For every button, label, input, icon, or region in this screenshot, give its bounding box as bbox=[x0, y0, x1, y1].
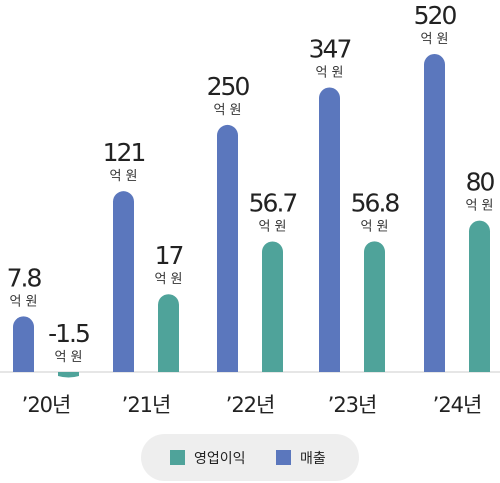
unit-label-operating-profit-0: 억 원 bbox=[54, 350, 82, 365]
legend-background bbox=[141, 434, 359, 481]
value-label-revenue-2: 250 bbox=[207, 72, 250, 101]
bar-revenue-22 bbox=[217, 124, 238, 372]
unit-label-revenue-0: 억 원 bbox=[9, 294, 37, 309]
category-label-3: ’23년 bbox=[328, 393, 377, 417]
bar-operating-profit-23 bbox=[364, 241, 385, 372]
value-label-operating-profit-1: 17 bbox=[155, 241, 183, 270]
value-label-revenue-4: 520 bbox=[414, 1, 457, 30]
bar-revenue-23 bbox=[319, 87, 340, 373]
value-label-operating-profit-2: 56.7 bbox=[249, 188, 297, 217]
legend-label-revenue: 매출 bbox=[300, 451, 326, 467]
unit-label-revenue-4: 억 원 bbox=[420, 32, 448, 47]
unit-label-operating-profit-4: 억 원 bbox=[465, 199, 493, 214]
value-label-revenue-1: 121 bbox=[103, 138, 145, 167]
value-label-operating-profit-0: -1.5 bbox=[48, 319, 89, 348]
bar-operating-profit-20 bbox=[58, 372, 79, 378]
category-label-1: ’21년 bbox=[122, 393, 171, 417]
value-label-operating-profit-4: 80 bbox=[466, 168, 495, 197]
category-label-0: ’20년 bbox=[22, 393, 71, 417]
unit-label-revenue-2: 억 원 bbox=[213, 103, 241, 118]
unit-label-revenue-3: 억 원 bbox=[315, 66, 343, 81]
category-label-2: ’22년 bbox=[226, 393, 275, 417]
labels-layer: 7.8 억 원 121 억 원 250 억 원 347 억 원 520 억 원 -1.5 억 원 17 억… bbox=[7, 1, 497, 365]
unit-label-operating-profit-2: 억 원 bbox=[258, 219, 286, 234]
value-label-revenue-0: 7.8 bbox=[7, 263, 42, 292]
value-label-operating-profit-3: 56.8 bbox=[351, 188, 400, 217]
legend-label-operating-profit: 영업이익 bbox=[194, 451, 246, 467]
bar-operating-profit-24 bbox=[469, 220, 490, 372]
unit-label-operating-profit-3: 억 원 bbox=[360, 219, 388, 234]
bar-operating-profit-22 bbox=[262, 241, 283, 372]
value-label-revenue-3: 347 bbox=[309, 35, 351, 64]
bar-revenue-20 bbox=[13, 316, 34, 372]
unit-label-revenue-1: 억 원 bbox=[109, 169, 137, 184]
category-labels-layer: ’20년 ’21년 ’22년 ’23년 ’24년 bbox=[22, 393, 483, 417]
bars-layer bbox=[13, 54, 490, 378]
bar-revenue-24 bbox=[424, 54, 445, 372]
category-label-4: ’24년 bbox=[433, 393, 482, 417]
bar-operating-profit-21 bbox=[158, 294, 179, 372]
legend-swatch-operating-profit bbox=[170, 450, 185, 465]
legend-swatch-revenue bbox=[276, 450, 291, 465]
legend: 영업이익 매출 bbox=[141, 434, 359, 481]
unit-label-operating-profit-1: 억 원 bbox=[154, 272, 182, 287]
bar-revenue-21 bbox=[113, 191, 134, 372]
